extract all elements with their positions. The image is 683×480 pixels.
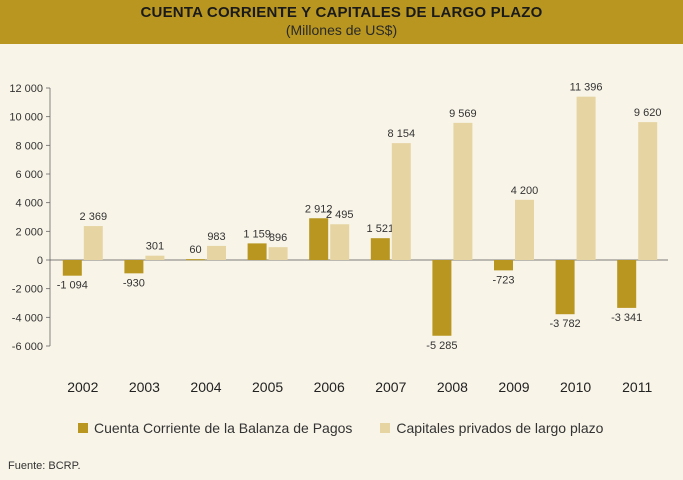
- x-tick-label-2008: 2008: [437, 379, 468, 395]
- data-label-cuenta-corriente-2010: -3 782: [549, 318, 580, 330]
- bar-cuenta-corriente-2009: [494, 260, 513, 271]
- legend-label-capitales: Capitales privados de largo plazo: [396, 420, 604, 436]
- y-tick-label: -6 000: [12, 341, 43, 353]
- legend-item-cuenta-corriente: Cuenta Corriente de la Balanza de Pagos: [78, 420, 352, 436]
- data-label-cuenta-corriente-2009: -723: [492, 274, 514, 286]
- data-label-cuenta-corriente-2008: -5 285: [426, 340, 457, 352]
- chart-header: CUENTA CORRIENTE Y CAPITALES DE LARGO PL…: [0, 0, 683, 44]
- x-tick-label-2010: 2010: [560, 379, 591, 395]
- x-tick-label-2011: 2011: [622, 379, 652, 395]
- x-tick-label-2009: 2009: [498, 379, 529, 395]
- chart-title: CUENTA CORRIENTE Y CAPITALES DE LARGO PL…: [140, 4, 543, 21]
- bar-capitales-2009: [515, 199, 534, 260]
- data-label-cuenta-corriente-2007: 1 521: [367, 223, 395, 235]
- bar-capitales-2010: [576, 96, 596, 260]
- chart-subtitle: (Millones de US$): [285, 22, 398, 38]
- x-tick-label-2005: 2005: [252, 379, 283, 395]
- bar-capitales-2011: [638, 122, 658, 260]
- legend-label-cuenta-corriente: Cuenta Corriente de la Balanza de Pagos: [94, 420, 353, 436]
- data-label-capitales-2010: 11 396: [570, 82, 603, 94]
- bar-cuenta-corriente-2003: [124, 260, 144, 274]
- bar-capitales-2003: [145, 255, 165, 260]
- y-tick-label: 2 000: [15, 226, 43, 238]
- data-label-capitales-2008: 9 569: [449, 108, 477, 120]
- bar-capitales-2002: [83, 226, 103, 260]
- legend-swatch-capitales: [380, 423, 391, 433]
- x-tick-label-2006: 2006: [314, 379, 345, 395]
- data-label-capitales-2007: 8 154: [388, 128, 416, 140]
- legend-swatch-cuenta-corriente: [78, 423, 88, 433]
- y-tick-label: -2 000: [12, 284, 43, 296]
- bar-cuenta-corriente-2010: [555, 260, 575, 315]
- bar-capitales-2004: [207, 245, 226, 260]
- data-label-capitales-2006: 2 495: [326, 209, 354, 221]
- data-label-capitales-2002: 2 369: [80, 211, 108, 223]
- data-label-cuenta-corriente-2004: 60: [189, 244, 201, 256]
- x-tick-label-2003: 2003: [129, 379, 160, 395]
- bar-cuenta-corriente-2011: [617, 260, 637, 308]
- data-label-capitales-2003: 301: [146, 241, 164, 253]
- y-tick-label: 12 000: [9, 83, 43, 95]
- bar-cuenta-corriente-2004: [186, 259, 205, 261]
- data-label-cuenta-corriente-2011: -3 341: [611, 312, 642, 324]
- bar-cuenta-corriente-2002: [62, 260, 82, 276]
- y-tick-label: 0: [37, 255, 43, 267]
- data-label-capitales-2005: 896: [269, 232, 287, 244]
- bar-capitales-2007: [391, 143, 411, 260]
- x-tick-label-2002: 2002: [67, 379, 98, 395]
- data-label-cuenta-corriente-2005: 1 159: [243, 228, 271, 240]
- source-note: Fuente: BCRP.: [8, 460, 81, 472]
- bar-capitales-2005: [268, 247, 288, 260]
- y-tick-label: 10 000: [9, 112, 43, 124]
- bar-cuenta-corriente-2007: [370, 238, 390, 260]
- bar-capitales-2008: [453, 122, 473, 260]
- y-tick-label: 6 000: [15, 169, 43, 181]
- bar-cuenta-corriente-2008: [432, 260, 452, 336]
- bar-chart: -6 000 -4 000 -2 000 0 2 000 4 000 6 000 8 000 1…: [9, 82, 668, 395]
- chart-legend: Cuenta Corriente de la Balanza de Pagos …: [78, 420, 603, 436]
- data-label-capitales-2004: 983: [207, 231, 225, 243]
- y-tick-label: -4 000: [12, 312, 43, 324]
- data-label-capitales-2011: 9 620: [634, 107, 662, 119]
- x-tick-label-2004: 2004: [190, 379, 221, 395]
- bar-cuenta-corriente-2006: [309, 218, 329, 260]
- data-label-cuenta-corriente-2003: -930: [123, 277, 145, 289]
- data-label-cuenta-corriente-2002: -1 094: [57, 280, 88, 292]
- x-tick-label-2007: 2007: [375, 379, 406, 395]
- y-tick-label: 8 000: [15, 140, 43, 152]
- bar-cuenta-corriente-2005: [247, 243, 267, 260]
- data-label-cuenta-corriente-2006: 2 912: [305, 203, 333, 215]
- legend-item-capitales: Capitales privados de largo plazo: [380, 420, 603, 436]
- data-label-capitales-2009: 4 200: [511, 185, 539, 197]
- y-tick-label: 4 000: [15, 198, 43, 210]
- bar-capitales-2006: [330, 224, 350, 260]
